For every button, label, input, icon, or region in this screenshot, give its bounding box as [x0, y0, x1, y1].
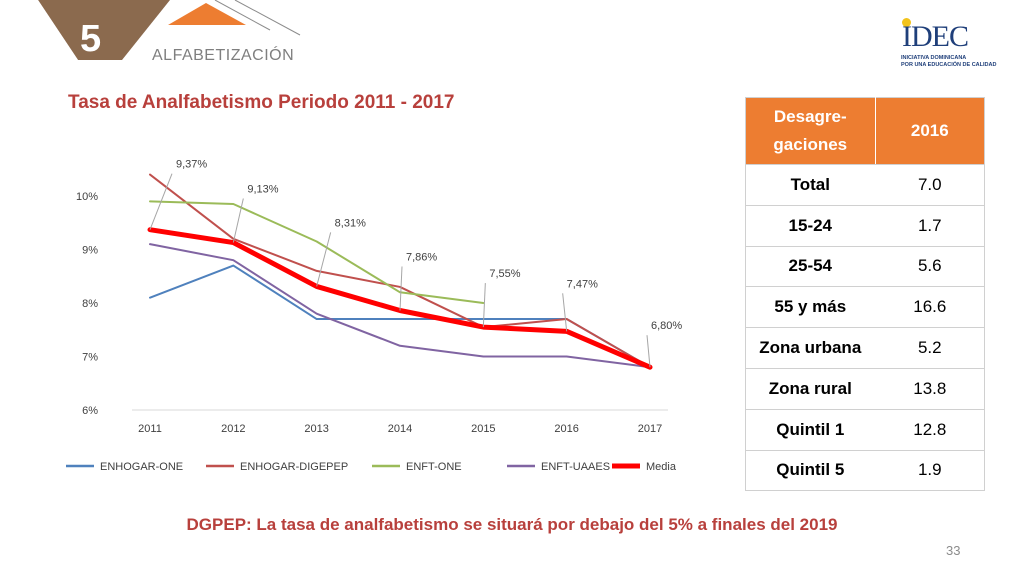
- legend-label: Media: [646, 461, 677, 473]
- x-tick-label: 2011: [138, 423, 162, 435]
- legend-label: ENFT-UAAES: [541, 461, 610, 473]
- data-label-leader: [562, 293, 568, 332]
- data-label: 6,80%: [651, 320, 682, 332]
- series-line-enft-one: [149, 200, 485, 304]
- data-label-leader: [316, 232, 332, 287]
- series-line-enhogar-digepep: [149, 173, 651, 369]
- y-tick-label: 7%: [82, 352, 98, 364]
- table-row: 25-54 5.6: [745, 246, 985, 288]
- data-label: 7,55%: [489, 268, 520, 280]
- disaggregation-table: Desagre- gaciones 2016 Total 7.0 15-24 1.7…: [745, 97, 985, 492]
- data-label: 7,86%: [406, 251, 437, 263]
- line-chart: 6% 7% 8% 9% 10% 2011 2012 2013 2014 2015 2016 2017 9…: [66, 159, 682, 473]
- series-line-enft-uaaes: [149, 243, 651, 369]
- table-row: Zona rural 13.8: [745, 368, 985, 410]
- y-tick-label: 8%: [82, 298, 98, 310]
- conclusion-text: DGPEP: La tasa de analfabetismo se situa…: [186, 515, 838, 534]
- y-tick-label: 9%: [82, 245, 98, 257]
- data-label-leader: [482, 283, 486, 328]
- table-row: 15-24 1.7: [745, 205, 985, 247]
- data-label-leader: [149, 173, 173, 230]
- legend-label: ENFT-ONE: [406, 461, 462, 473]
- logo-dot-icon: [902, 18, 911, 27]
- data-label-leader: [232, 198, 244, 243]
- header-corner-decoration: [0, 0, 301, 60]
- y-tick-label: 6%: [82, 405, 98, 417]
- x-tick-label: 2014: [388, 423, 412, 435]
- data-label: 7,47%: [567, 278, 598, 290]
- legend-label: ENHOGAR-ONE: [100, 461, 183, 473]
- table-row: Quintil 1 12.8: [745, 409, 985, 451]
- chart-title: Tasa de Analfabetismo Periodo 2011 - 201…: [68, 92, 455, 113]
- legend-label: ENHOGAR-DIGEPEP: [240, 461, 348, 473]
- x-tick-label: 2017: [638, 423, 662, 435]
- table-header-row: Desagre- gaciones 2016: [745, 97, 985, 165]
- table-header-year: 2016: [874, 97, 985, 165]
- data-label-leader: [399, 266, 403, 311]
- y-tick-label: 10%: [76, 191, 98, 203]
- data-label: 8,31%: [335, 217, 366, 229]
- x-tick-label: 2012: [221, 423, 245, 435]
- data-label: 9,13%: [247, 184, 278, 196]
- data-label-leader: [646, 335, 651, 368]
- idec-logo: IDEC INICIATIVA DOMINICANA POR UNA EDUCA…: [890, 18, 1010, 78]
- table-header-category: Desagre- gaciones: [745, 97, 876, 165]
- section-number: 5: [80, 18, 102, 60]
- page-number: 33: [946, 543, 961, 558]
- x-tick-label: 2016: [554, 423, 578, 435]
- logo-tagline: INICIATIVA DOMINICANA POR UNA EDUCACIÓN …: [901, 55, 997, 68]
- table-row: Quintil 5 1.9: [745, 450, 985, 492]
- section-label: ALFABETIZACIÓN: [152, 47, 295, 64]
- logo-name: IDEC: [902, 20, 969, 53]
- table-row: 55 y más 16.6: [745, 286, 985, 329]
- table-row: Total 7.0: [745, 164, 985, 206]
- data-label: 9,37%: [176, 159, 207, 171]
- x-tick-label: 2013: [304, 423, 328, 435]
- table-row: Zona urbana 5.2: [745, 327, 985, 369]
- x-tick-label: 2015: [471, 423, 495, 435]
